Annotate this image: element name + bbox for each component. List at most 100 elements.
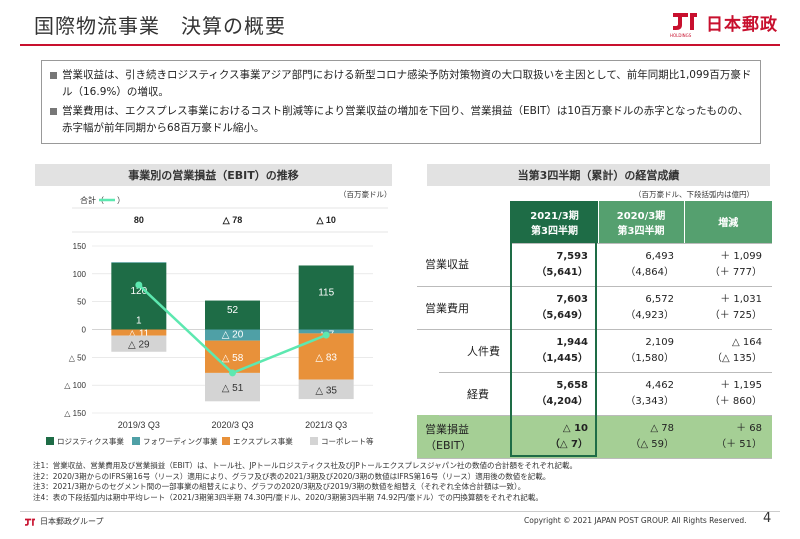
brand-logo: HOLDINGS 日本郵政 [670,9,778,38]
results-panel-title: 当第3四半期（累計）の経営成績 [427,164,770,186]
data-label: △ 35 [315,385,337,396]
y-tick-label: △ 150 [64,409,86,418]
copyright: Copyright © 2021 JAPAN POST GROUP. All R… [524,516,747,525]
value-cell: 1,944 （1,445） [511,329,598,373]
total-legend-label: 合計（ [80,195,104,205]
value-cell: ＋ 1,031 （＋ 725） [684,286,772,330]
footnote: 注3：2021/3期からのセグメント間の一部事業の組替えにより、グラフの2020… [33,482,526,492]
footer-group: 日本郵政グループ [40,517,104,526]
summary-box: 営業収益は、引き続きロジスティクス事業アジア部門における新型コロナ感染予防対策物… [41,60,761,144]
bar-segment [111,262,167,330]
legend-swatch [132,437,140,445]
page-number: 4 [763,511,772,526]
bar-segment [205,372,260,402]
column-header: 2020/3期 第3四半期 [597,201,684,244]
japan-post-logo-icon: HOLDINGS [670,9,700,38]
indent-cell [417,372,439,415]
brand-name: 日本郵政 [706,14,778,35]
bar-segment [111,335,167,352]
footer-rule [20,511,780,512]
data-label: △ 20 [222,330,244,341]
table-row: 経費 5,658 （4,204） 4,462 （3,343）＋ 1,195 （＋ 860） [417,372,772,416]
table-row: 営業収益 7,593 （5,641） 6,493 （4,864）＋ 1,099 （＋ 77… [417,243,772,287]
summary-bullet: 営業収益は、引き続きロジスティクス事業アジア部門における新型コロナ感染予防対策物… [50,67,752,101]
total-value: △ 78 [222,215,242,225]
data-label: △ 58 [222,353,244,364]
value-cell: 6,572 （4,923） [598,286,684,330]
legend-label: エクスプレス事業 [233,436,293,446]
bar-segment [205,329,260,341]
data-label: △ 29 [128,340,150,351]
ebit-chart: 合計（ ） 150 100 50 0 △ 50 △ 100 △ 150 120 1 △ 11△ 29 8… [46,195,388,446]
y-tick-label: △ 50 [69,353,87,362]
x-tick-label: 2019/3 Q3 [118,420,160,430]
value-cell: 2,109 （1,580） [598,329,684,373]
total-value: △ 10 [315,215,335,225]
data-label: △ 11 [128,329,149,340]
summary-bullet: 営業費用は、エクスプレス事業におけるコスト削減等により営業収益の増加を下回り、営… [50,103,752,137]
header-rule [20,44,780,46]
bar-segment [298,329,354,334]
row-label: 経費 [439,372,511,416]
footnote: 注4：表の下段括弧内は期中平均レート（2021/3期第3四半期 74.30円/豪… [33,492,543,502]
japan-post-mark-icon [25,518,35,526]
bar-segment [111,329,167,336]
bullet-square-icon [50,108,57,115]
legend-label: コーポレート等 [321,436,374,446]
y-tick-label: 50 [77,298,86,307]
data-label: △ 83 [315,352,337,363]
column-header: 増減 [683,201,772,244]
results-table: 2021/3期 第3四半期 2020/3期 第3四半期 増減 営業収益 7,593 （5,64… [417,201,772,459]
footnote: 注1：営業収益、営業費用及び営業損益（EBIT）は、トール社、JPトールロジステ… [33,461,578,470]
row-label: 人件費 [439,329,511,373]
bar-segment [205,300,260,330]
bar-segment [111,262,167,263]
legend-swatch [222,437,230,445]
y-tick-label: 100 [73,270,87,279]
results-unit: （百万豪ドル、下段括弧内は億円） [634,190,754,199]
page-title: 国際物流事業 決算の概要 [34,14,286,38]
value-cell: ＋ 1,099 （＋ 777） [684,243,772,287]
total-point [322,331,330,339]
data-label: △ 51 [222,383,244,394]
table-row: 営業費用 7,603 （5,649） 6,572 （4,923）＋ 1,031 （＋ 72… [417,286,772,330]
y-tick-label: 150 [73,242,87,251]
legend-label: ロジスティクス事業 [57,436,124,446]
value-cell: △ 164 （△ 135） [684,329,772,373]
chart-unit: （百万豪ドル） [339,190,392,199]
bar-segment [298,333,354,380]
total-legend-label-end: ） [117,196,125,205]
value-cell: ＋ 1,195 （＋ 860） [684,372,772,416]
footnotes: 注1：営業収益、営業費用及び営業損益（EBIT）は、トール社、JPトールロジステ… [33,461,577,503]
bar-segment [298,379,354,400]
data-label: 52 [227,305,239,316]
brand-sub: HOLDINGS [670,33,692,38]
x-tick-label: 2020/3 Q3 [211,420,253,430]
legend-swatch [310,437,318,445]
legend-swatch [46,437,54,445]
row-label: 営業収益 [417,243,511,287]
chart-panel-title: 事業別の営業損益（EBIT）の推移 [35,164,392,186]
value-cell: △ 10 （△ 7） [511,415,598,459]
data-label: 120 [130,286,147,297]
footer-logo: 日本郵政グループ [23,516,104,527]
table-row: 人件費 1,944 （1,445） 2,109 （1,580） △ 164 （△ 135） [417,329,772,373]
row-label: 営業費用 [417,286,511,330]
summary-text: 営業費用は、エクスプレス事業におけるコスト削減等により営業収益の増加を下回り、営… [62,105,749,134]
value-cell: ＋ 68 （＋ 51） [684,415,772,459]
bullet-square-icon [50,72,57,79]
bar-segment [298,265,354,330]
summary-text: 営業収益は、引き続きロジスティクス事業アジア部門における新型コロナ感染予防対策物… [62,69,752,98]
value-cell: 4,462 （3,343） [598,372,684,416]
y-tick-label: 0 [82,326,87,335]
value-cell: 7,603 （5,649） [511,286,598,330]
indent-cell [417,329,439,372]
data-label: 115 [318,287,334,298]
total-value: 80 [134,215,144,225]
y-tick-label: △ 100 [64,381,86,390]
value-cell: 5,658 （4,204） [511,372,598,416]
value-cell: 7,593 （5,641） [511,243,598,287]
footnote: 注2：2020/3期からのIFRS第16号（リース）適用により、グラフ及び表の2… [33,471,551,481]
column-header: 2021/3期 第3四半期 [510,201,598,244]
table-row: 営業損益 （EBIT） △ 10 （△ 7） △ 78 （△ 59）＋ 68 （＋ 51） [417,415,772,459]
